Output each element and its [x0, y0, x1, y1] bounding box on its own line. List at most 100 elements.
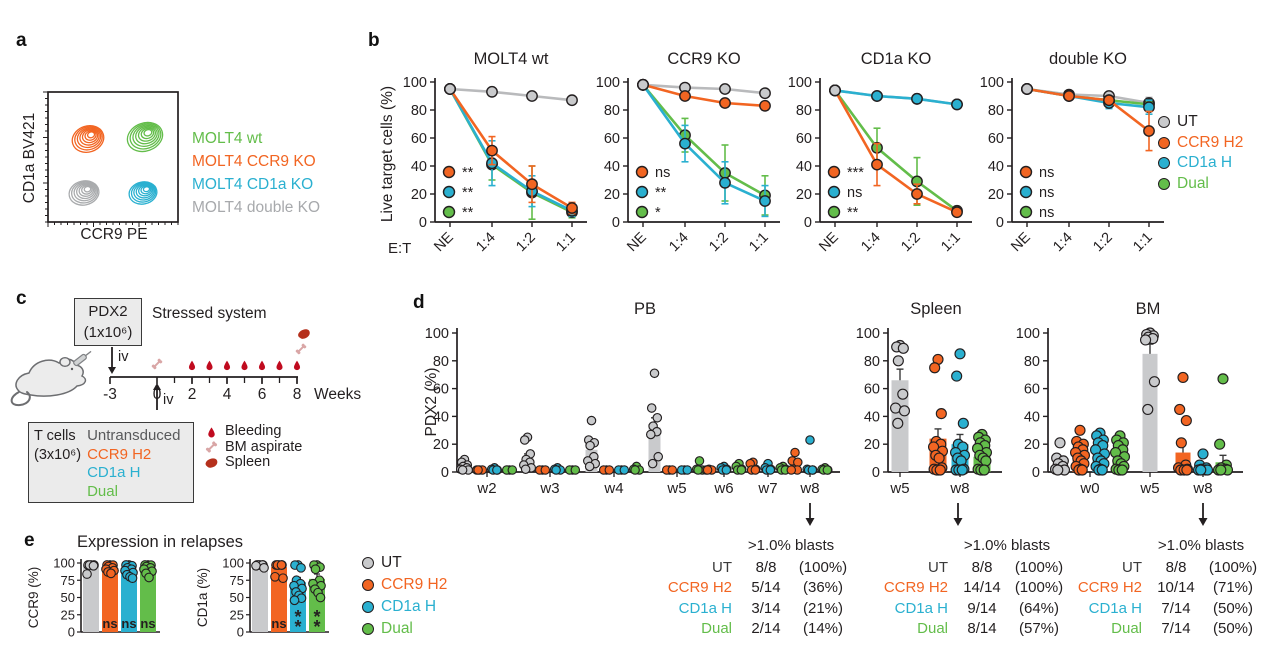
svg-text:Spleen: Spleen: [910, 300, 961, 318]
legend-label: UT: [381, 554, 402, 571]
legend-label: CCR9 H2: [1177, 133, 1244, 151]
svg-text:ns: ns: [655, 165, 670, 181]
treatment-item: Dual: [87, 482, 118, 500]
svg-text:1:4: 1:4: [473, 230, 499, 256]
bm-bar-chart: BM 0 20 40 60 80 100 w0 w5 w8: [1016, 300, 1243, 526]
sampling-legend-item: Bleeding: [204, 423, 302, 440]
blasts-row-percent: (36%): [802, 579, 843, 596]
mouse-illustration: [10, 350, 92, 407]
svg-text:50: 50: [230, 590, 244, 605]
svg-text:1:4: 1:4: [666, 230, 692, 256]
legend-marker-icon: [1158, 136, 1170, 149]
blasts-row-group: Dual: [917, 620, 948, 637]
blasts-row-percent: (21%): [802, 599, 843, 617]
legend-item-ccr9-h2: CCR9 H2: [1158, 133, 1243, 154]
blasts-row-percent: (14%): [802, 620, 843, 637]
svg-text:1:2: 1:2: [898, 230, 924, 256]
svg-text:100: 100: [53, 556, 75, 571]
blasts-row-group: CD1a H: [1088, 599, 1142, 617]
legend-item-ut: UT: [362, 552, 447, 574]
svg-text:20: 20: [988, 187, 1004, 203]
blasts-row-group: UT: [1122, 558, 1142, 576]
svg-text:60: 60: [796, 131, 812, 147]
blasts-row-percent: (57%): [1018, 620, 1059, 637]
treatment-item: CD1a H: [87, 464, 141, 481]
svg-text:20: 20: [433, 437, 449, 453]
blasts-row-count: 9/14: [967, 599, 997, 617]
svg-text:**: **: [462, 185, 474, 201]
treatment-list: Untransduced CCR9 H2 CD1a H Dual: [87, 427, 180, 502]
spleen-bar-chart: Spleen 0 20 40 60 80 100 w5 w8: [856, 300, 1002, 526]
blasts-table-row: CD1a H 3/14 (21%): [660, 599, 854, 620]
legend-marker-icon: [362, 623, 374, 635]
blasts-table-header: >1.0% blasts: [963, 537, 1051, 554]
legend-item-molt4-wt: MOLT4 wt: [192, 127, 320, 150]
blasts-row-count: 5/14: [751, 579, 781, 596]
spleen-blasts-table: >1.0% blasts UT 8/8 (100%) CCR9 H2 14/14 (100%…: [876, 536, 1070, 640]
blasts-row-group: CCR9 H2: [667, 579, 732, 596]
legend-label: MOLT4 wt: [192, 130, 263, 147]
blasts-table-row: Dual 8/14 (57%): [876, 619, 1070, 640]
tcells-box-line1: T cells: [34, 428, 76, 444]
blood-drop-icon: [208, 427, 215, 438]
blasts-row-group: UT: [712, 558, 732, 576]
svg-text:iv: iv: [118, 349, 129, 365]
legend-marker-icon: [362, 601, 374, 613]
svg-text:60: 60: [864, 382, 880, 398]
flow-y-axis-label: CD1a BV421: [21, 112, 38, 204]
svg-text:0: 0: [804, 215, 812, 231]
svg-text:100: 100: [403, 75, 427, 91]
sampling-legend-item: Spleen: [204, 454, 302, 471]
treatment-item: Untransduced: [87, 427, 181, 444]
svg-text:**: **: [462, 205, 474, 221]
svg-text:NE: NE: [624, 229, 650, 255]
svg-text:*: *: [294, 617, 301, 637]
svg-text:100: 100: [596, 75, 620, 91]
blasts-row-group: CD1a H: [894, 599, 948, 617]
legend-item-dual: Dual: [1158, 174, 1243, 195]
svg-text:ns: ns: [1039, 185, 1054, 201]
svg-text:ns: ns: [1039, 165, 1054, 181]
blasts-row-count: 7/14: [1161, 599, 1191, 617]
svg-text:40: 40: [796, 159, 812, 175]
legend-marker-icon: [362, 579, 374, 591]
blasts-row-count: 2/14: [751, 620, 781, 637]
tcells-box-dose: T cells (3x10⁶): [34, 427, 81, 502]
svg-text:75: 75: [230, 573, 244, 588]
svg-text:w6: w6: [713, 480, 733, 497]
svg-text:40: 40: [604, 159, 620, 175]
legend-label: CD1a H: [1177, 154, 1233, 171]
blasts-row-count: 7/14: [1161, 620, 1191, 637]
blasts-row-group: CCR9 H2: [883, 579, 948, 596]
tcells-injection-box: T cells (3x10⁶) Untransduced CCR9 H2 CD1a …: [28, 422, 194, 503]
blasts-table-row: CCR9 H2 14/14 (100%): [876, 578, 1070, 599]
svg-text:1:1: 1:1: [553, 230, 579, 256]
experiment-timeline: -302468Weeksiviv: [103, 329, 361, 410]
blasts-table-row: Dual 2/14 (14%): [660, 619, 854, 640]
svg-text:0: 0: [237, 625, 244, 640]
svg-text:*: *: [655, 205, 661, 221]
blasts-row-percent: (50%): [1212, 620, 1253, 637]
bm-blasts-table: >1.0% blasts UT 8/8 (100%) CCR9 H2 10/14 (71%)…: [1070, 536, 1264, 640]
legend-label: MOLT4 CD1a KO: [192, 176, 314, 193]
svg-text:20: 20: [864, 437, 880, 453]
blasts-table-row: CD1a H 7/14 (50%): [1070, 599, 1264, 620]
svg-text:0: 0: [1032, 465, 1040, 481]
sampling-legend-label: Bleeding: [225, 423, 282, 439]
blasts-row-percent: (100%): [1014, 579, 1064, 596]
svg-text:1:4: 1:4: [1050, 230, 1076, 256]
svg-text:20: 20: [1024, 437, 1040, 453]
svg-text:60: 60: [411, 131, 427, 147]
svg-text:0: 0: [996, 215, 1004, 231]
svg-text:20: 20: [796, 187, 812, 203]
svg-text:w8: w8: [949, 480, 969, 497]
legend-label: MOLT4 double KO: [192, 199, 321, 216]
svg-text:40: 40: [433, 409, 449, 425]
blasts-row-group: UT: [928, 558, 948, 576]
svg-text:100: 100: [788, 75, 812, 91]
panel-b-label: b: [368, 30, 380, 51]
legend-label: Dual: [381, 620, 413, 637]
blasts-table-row: CD1a H 9/14 (64%): [876, 599, 1070, 620]
legend-item-cd1a-h: CD1a H: [1158, 153, 1243, 174]
